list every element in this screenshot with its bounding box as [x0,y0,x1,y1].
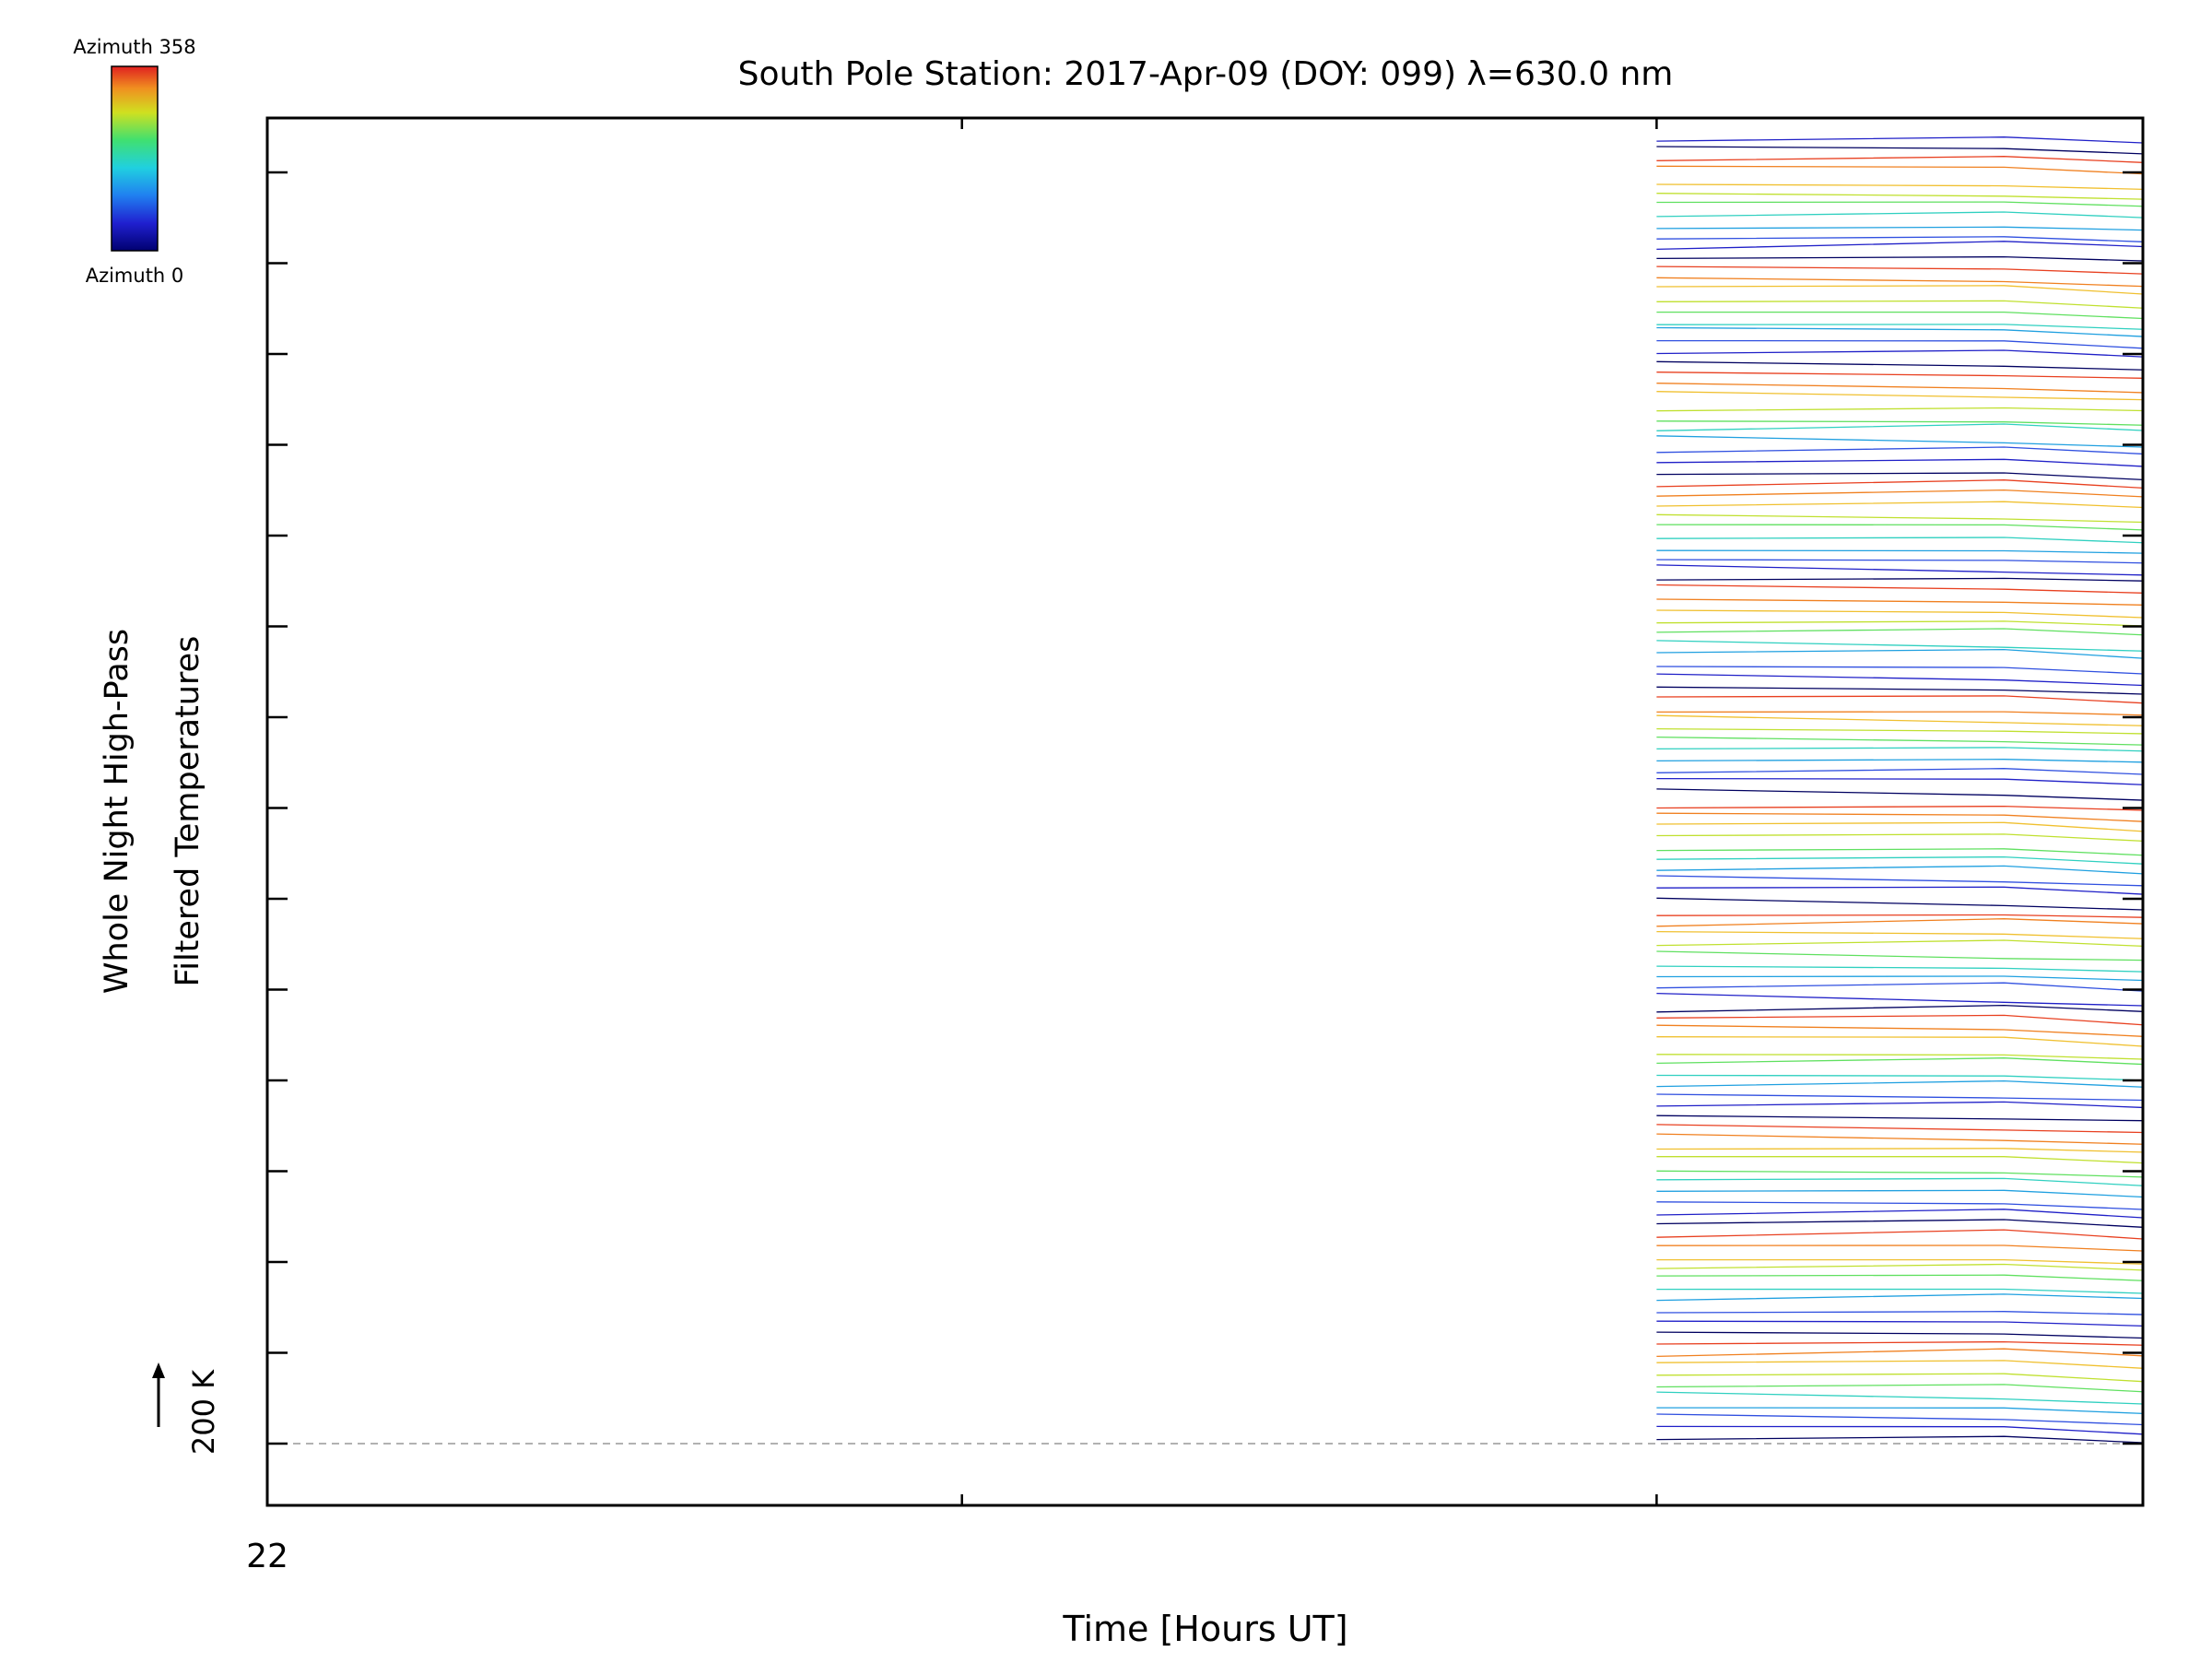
series-line [1656,833,2143,843]
series-line [1656,812,2143,822]
series-line [1656,420,2143,426]
series-line [1656,156,2143,163]
y-axis-label-line1: Whole Night High-Pass [99,629,135,994]
series-line [1656,1425,2143,1435]
series-line [1656,339,2143,349]
series-line [1656,930,2143,939]
scale-arrow [152,1362,165,1427]
chart-title: South Pole Station: 2017-Apr-09 (DOY: 09… [738,55,1674,93]
series-line [1656,458,2143,467]
series-line [1656,975,2143,982]
series-line [1656,360,2143,371]
axis-layer: 220308131823 [246,118,2143,1575]
series-layer [1656,136,2143,1444]
series-line [1656,1293,2143,1302]
series-line [1656,1074,2143,1081]
series-line [1656,1170,2143,1178]
series-line [1656,1435,2143,1444]
series-line [1656,1348,2143,1358]
plot-frame [265,116,2145,1507]
series-line [1656,875,2143,887]
series-line [1656,1258,2143,1265]
series-line [1656,584,2143,594]
series-line [1656,1014,2143,1026]
series-line [1656,1079,2143,1088]
series-line [1656,598,2143,606]
series-line [1656,435,2143,448]
series-line [1656,193,2143,200]
series-line [1656,1288,2143,1294]
scale-label: 200 K [186,1369,221,1455]
series-line [1656,489,2143,498]
series-line [1656,407,2143,412]
y-axis-label-line2: Filtered Temperatures [170,636,206,987]
series-line [1656,1148,2143,1153]
series-line [1656,788,2143,801]
series-line [1656,1360,2143,1369]
series-line [1656,524,2143,531]
colorbar [111,65,159,252]
series-line [1656,1024,2143,1037]
series-line [1656,855,2143,865]
series-line [1656,211,2143,218]
series-line [1656,1115,2143,1122]
series-line [1656,736,2143,746]
x-tick-label: 22 [246,1538,288,1575]
colorbar-top-label: Azimuth 358 [73,36,195,58]
series-line [1656,1320,2143,1327]
series-line [1656,183,2143,191]
series-line [1656,992,2143,1007]
series-line [1656,1384,2143,1393]
series-line [1656,236,2143,242]
series-line [1656,777,2143,785]
series-line [1656,423,2143,431]
series-line [1656,1177,2143,1186]
x-axis-label: Time [Hours UT] [1062,1609,1347,1649]
colorbar-bottom-label: Azimuth 0 [86,265,184,287]
series-line [1656,759,2143,763]
series-line [1656,501,2143,509]
series-line [1656,300,2143,309]
